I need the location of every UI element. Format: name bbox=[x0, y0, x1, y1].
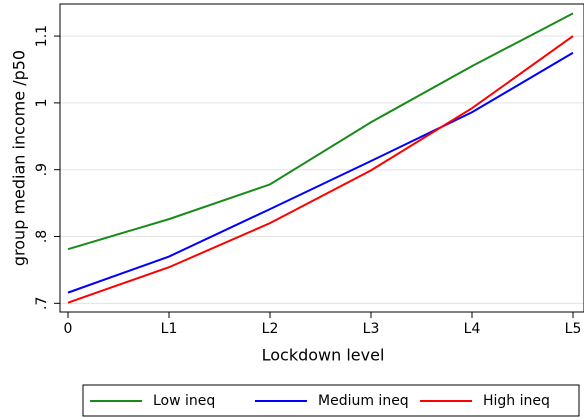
x-tick-label: L3 bbox=[363, 321, 380, 337]
line-series bbox=[67, 12, 574, 251]
legend-label: Low ineq bbox=[153, 393, 215, 409]
y-tick-label: .9 bbox=[34, 163, 50, 176]
legend-label: High ineq bbox=[483, 393, 550, 409]
legend-label: Medium ineq bbox=[318, 393, 409, 409]
x-tick-label: L2 bbox=[262, 321, 279, 337]
y-tick-label: 1.1 bbox=[34, 25, 50, 47]
x-tick-label: L1 bbox=[161, 321, 178, 337]
line-series bbox=[67, 51, 574, 294]
x-axis-title: Lockdown level bbox=[262, 346, 385, 365]
y-tick-label: .8 bbox=[34, 230, 50, 243]
y-tick-label: .7 bbox=[34, 297, 50, 310]
y-axis-title: group median income /p50 bbox=[10, 50, 29, 266]
x-tick-label: 0 bbox=[64, 321, 73, 337]
x-tick-label: L5 bbox=[565, 321, 582, 337]
line-series bbox=[67, 35, 574, 304]
plot-frame bbox=[59, 3, 584, 313]
x-tick-label: L4 bbox=[464, 321, 481, 337]
y-tick-label: 1 bbox=[34, 98, 50, 107]
legend-box bbox=[82, 384, 580, 417]
